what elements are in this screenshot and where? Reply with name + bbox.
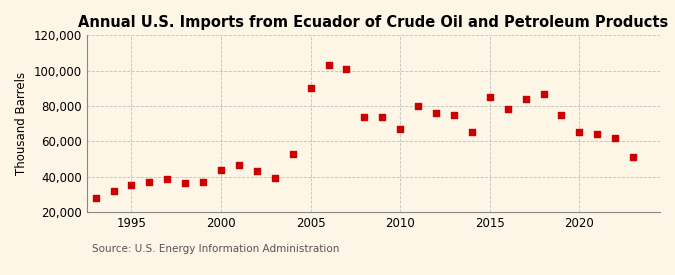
Point: [574, 130, 585, 135]
Point: [144, 180, 155, 184]
Point: [162, 177, 173, 182]
Point: [180, 181, 190, 185]
Title: Annual U.S. Imports from Ecuador of Crude Oil and Petroleum Products: Annual U.S. Imports from Ecuador of Crud…: [78, 15, 668, 30]
Text: Source: U.S. Energy Information Administration: Source: U.S. Energy Information Administ…: [92, 244, 340, 254]
Point: [592, 132, 603, 136]
Point: [520, 97, 531, 101]
Point: [108, 188, 119, 193]
Point: [341, 67, 352, 71]
Y-axis label: Thousand Barrels: Thousand Barrels: [15, 72, 28, 175]
Point: [269, 176, 280, 181]
Point: [556, 112, 567, 117]
Point: [90, 196, 101, 200]
Point: [234, 163, 244, 167]
Point: [288, 152, 298, 156]
Point: [126, 183, 137, 188]
Point: [198, 180, 209, 184]
Point: [305, 86, 316, 90]
Point: [628, 155, 639, 159]
Point: [215, 167, 226, 172]
Point: [449, 112, 460, 117]
Point: [377, 114, 387, 119]
Point: [431, 111, 441, 115]
Point: [538, 91, 549, 96]
Point: [359, 114, 370, 119]
Point: [485, 95, 495, 99]
Point: [395, 127, 406, 131]
Point: [412, 104, 423, 108]
Point: [323, 63, 334, 68]
Point: [610, 136, 620, 140]
Point: [252, 169, 263, 174]
Point: [466, 130, 477, 135]
Point: [502, 107, 513, 112]
